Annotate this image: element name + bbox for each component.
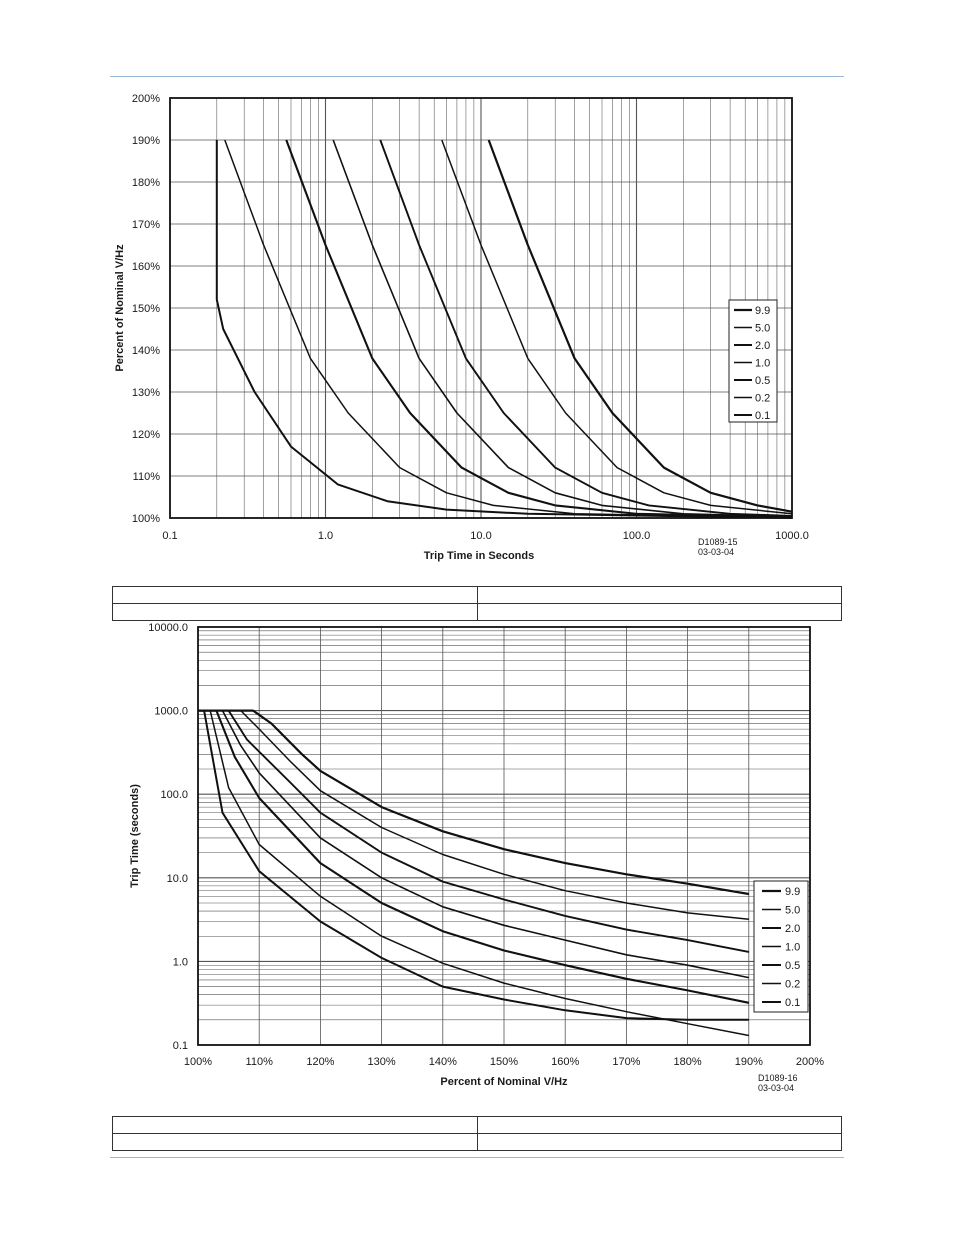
chart-1-series-line-9.9 <box>487 139 793 513</box>
chart-1-legend-label: 9.9 <box>755 305 770 317</box>
chart-2-series <box>198 709 750 1037</box>
chart-2-y-tick-label: 10.0 <box>167 873 188 885</box>
chart-2-x-tick-label: 140% <box>429 1056 457 1068</box>
chart-1-y-tick-label: 160% <box>132 261 160 273</box>
caption-cell <box>112 603 478 621</box>
chart-2-y-tick-labels: 0.1 1.0 10.0 100.0 1000.0 10000.0 <box>148 622 188 1052</box>
chart-1-y-tick-label: 100% <box>132 513 160 525</box>
chart-2-series-line-0.2 <box>198 709 749 1037</box>
chart-2-x-tick-label: 200% <box>796 1056 824 1068</box>
chart-1-x-tick-label: 10.0 <box>470 530 491 542</box>
chart-1-series-line-1.0 <box>332 139 793 518</box>
chart-1-y-tick-label: 170% <box>132 219 160 231</box>
chart-2-legend: 9.9 5.0 2.0 1.0 0.5 0.2 0.1 <box>753 880 809 1013</box>
caption-row <box>112 1116 842 1134</box>
chart-1-legend-box <box>728 299 778 423</box>
caption-cell <box>476 1116 842 1134</box>
chart-1-legend-label: 5.0 <box>755 323 770 335</box>
chart-1-series-line-0.1 <box>215 140 793 519</box>
footer-rule <box>110 1157 844 1158</box>
chart-2-drawing-date: 03-03-04 <box>758 1083 794 1093</box>
chart-1-series-line-0.2 <box>224 139 793 519</box>
chart-2-series-line-5.0 <box>198 709 749 920</box>
chart-2-legend-label: 2.0 <box>785 923 800 935</box>
caption-row <box>112 1133 842 1151</box>
chart-1-series-line-5.0 <box>441 139 793 515</box>
chart-2-x-tick-labels: 100% 110% 120% 130% 140% 150% 160% 170% 180% 190%… <box>184 1056 824 1068</box>
chart-2-x-tick-label: 160% <box>551 1056 579 1068</box>
chart-1-y-tick-label: 150% <box>132 303 160 315</box>
caption-cell <box>476 603 842 621</box>
chart-2-x-tick-label: 130% <box>368 1056 396 1068</box>
chart-2-x-tick-label: 120% <box>306 1056 334 1068</box>
chart-2-plot-frame <box>197 626 811 1046</box>
chart-2-x-tick-label: 180% <box>674 1056 702 1068</box>
chart-1-legend-label: 0.1 <box>755 410 770 422</box>
caption-row <box>112 586 842 604</box>
chart-1-y-tick-labels: 100% 110% 120% 130% 140% 150% 160% 170% 180% 190%… <box>132 93 160 525</box>
chart-1-y-tick-label: 140% <box>132 345 160 357</box>
chart-2-series-line-9.9 <box>198 709 749 896</box>
chart-2-x-tick-label: 150% <box>490 1056 518 1068</box>
chart-2-y-axis-label: Trip Time (seconds) <box>129 784 141 888</box>
chart-2-series-line-1.0 <box>198 709 749 979</box>
chart-2-legend-label: 0.1 <box>785 997 800 1009</box>
chart-1-drawing-id: D1089-15 <box>698 537 738 547</box>
chart-1-y-tick-label: 190% <box>132 135 160 147</box>
chart-1-x-axis-label: Trip Time in Seconds <box>424 550 534 562</box>
chart-1-series-line-0.5 <box>285 139 793 519</box>
chart-1-y-tick-label: 110% <box>133 471 161 483</box>
chart-2-legend-label: 1.0 <box>785 942 800 954</box>
chart-2-series-line-0.1 <box>198 709 749 1021</box>
chart-1-x-tick-label: 1000.0 <box>775 530 809 542</box>
chart-1-plot-frame <box>169 97 793 519</box>
chart-2-drawing-id: D1089-16 <box>758 1073 798 1083</box>
caption-cell <box>112 1133 478 1151</box>
figure-1-caption-table <box>112 586 842 621</box>
chart-2-y-tick-label: 1.0 <box>173 956 188 968</box>
chart-2-series-line-2.0 <box>198 709 749 953</box>
chart-1-legend-label: 0.2 <box>755 393 770 405</box>
chart-2-x-axis-label: Percent of Nominal V/Hz <box>440 1076 568 1088</box>
header-rule <box>110 76 844 77</box>
chart-1-legend-label: 1.0 <box>755 358 770 370</box>
chart-1-legend: 9.9 5.0 2.0 1.0 0.5 0.2 0.1 <box>728 299 778 423</box>
chart-2-x-tick-label: 170% <box>612 1056 640 1068</box>
chart-1-legend-label: 2.0 <box>755 340 770 352</box>
caption-row <box>112 603 842 621</box>
chart-2-legend-label: 0.5 <box>785 960 800 972</box>
chart-1-x-tick-label: 0.1 <box>162 530 177 542</box>
chart-2-legend-label: 5.0 <box>785 905 800 917</box>
chart-1-y-tick-label: 180% <box>132 177 160 189</box>
chart-2-x-tick-label: 100% <box>184 1056 212 1068</box>
chart-1-legend-label: 0.5 <box>755 375 770 387</box>
chart-1-y-tick-label: 200% <box>132 93 160 105</box>
chart-2-x-tick-label: 190% <box>735 1056 763 1068</box>
chart-2-y-tick-label: 0.1 <box>173 1040 188 1052</box>
chart-2-series-line-0.5 <box>198 709 750 1004</box>
caption-cell <box>112 586 478 604</box>
chart-1-series <box>215 139 793 519</box>
chart-1-y-tick-label: 130% <box>132 387 160 399</box>
chart-2-y-tick-label: 100.0 <box>160 789 188 801</box>
chart-2-legend-label: 0.2 <box>785 979 800 991</box>
chart-1-y-tick-label: 120% <box>132 429 160 441</box>
caption-cell <box>476 586 842 604</box>
chart-1-x-tick-label: 1.0 <box>318 530 333 542</box>
chart-1-x-tick-labels: 0.1 1.0 10.0 100.0 1000.0 <box>162 530 808 542</box>
chart-2-y-tick-label: 1000.0 <box>154 706 188 718</box>
caption-cell <box>112 1116 478 1134</box>
chart-2-legend-label: 9.9 <box>785 886 800 898</box>
chart-2-y-tick-label: 10000.0 <box>148 622 188 634</box>
chart-2-x-tick-label: 110% <box>246 1056 274 1068</box>
chart-1-grid <box>169 98 792 518</box>
chart-1-series-line-2.0 <box>379 139 793 517</box>
chart-1-y-axis-label: Percent of Nominal V/Hz <box>114 244 126 372</box>
chart-2-grid <box>198 627 810 1046</box>
chart-1-x-tick-label: 100.0 <box>623 530 651 542</box>
caption-cell <box>476 1133 842 1151</box>
chart-1-drawing-date: 03-03-04 <box>698 547 734 557</box>
figure-2-caption-table <box>112 1116 842 1151</box>
